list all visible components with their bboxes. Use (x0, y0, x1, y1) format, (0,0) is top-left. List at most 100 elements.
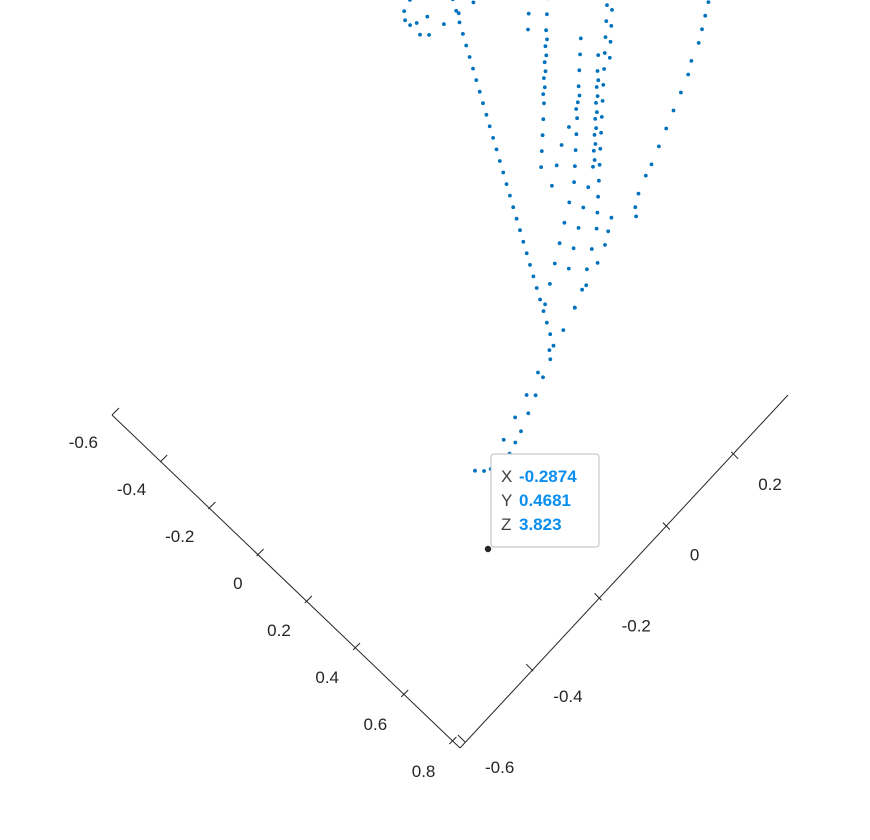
scatter-point[interactable] (607, 55, 612, 60)
scatter-point[interactable] (634, 214, 638, 219)
scatter-point[interactable] (454, 8, 459, 13)
scatter-point[interactable] (487, 124, 492, 129)
scatter-point[interactable] (442, 22, 446, 26)
scatter-point[interactable] (403, 18, 407, 23)
scatter-point[interactable] (544, 28, 548, 33)
scatter-point[interactable] (596, 194, 600, 199)
scatter-point[interactable] (679, 90, 683, 95)
scatter-point[interactable] (471, 66, 475, 71)
scatter-point[interactable] (577, 68, 582, 73)
scatter-point[interactable] (561, 328, 566, 332)
scatter-point[interactable] (425, 14, 430, 19)
scatter-point[interactable] (686, 72, 691, 77)
scatter-point[interactable] (548, 357, 553, 362)
scatter-point[interactable] (491, 136, 495, 140)
scatter-point[interactable] (539, 149, 544, 154)
scatter-point[interactable] (547, 348, 552, 352)
scatter-point[interactable] (548, 332, 553, 337)
scatter-point[interactable] (548, 282, 552, 286)
scatter-point[interactable] (477, 89, 482, 94)
scatter-point[interactable] (521, 239, 526, 244)
scatter-point[interactable] (501, 170, 506, 175)
scatter-point[interactable] (497, 159, 502, 163)
scatter-point[interactable] (464, 43, 469, 48)
scatter-point[interactable] (589, 247, 594, 251)
scatter-point[interactable] (534, 286, 539, 290)
scatter-point[interactable] (471, 0, 476, 5)
scatter-point[interactable] (451, 0, 455, 2)
scatter-point[interactable] (657, 144, 661, 149)
scatter-point[interactable] (542, 101, 546, 106)
scatter-point[interactable] (596, 78, 601, 83)
scatter-point[interactable] (467, 55, 472, 59)
scatter-point[interactable] (557, 241, 562, 246)
scatter-point[interactable] (573, 164, 577, 169)
scatter-point[interactable] (573, 148, 578, 153)
scatter-point[interactable] (526, 11, 531, 16)
scatter-point[interactable] (576, 226, 581, 230)
scatter-point[interactable] (610, 7, 614, 12)
datatip-anchor-marker[interactable] (484, 545, 492, 553)
scatter-point[interactable] (543, 69, 548, 74)
scatter-point[interactable] (541, 92, 546, 96)
scatter-point[interactable] (566, 266, 571, 271)
scatter-point[interactable] (593, 142, 598, 146)
scatter-point[interactable] (504, 182, 509, 187)
scatter-point[interactable] (456, 11, 461, 16)
scatter-point[interactable] (603, 35, 608, 39)
scatter-point[interactable] (689, 59, 694, 63)
scatter-point[interactable] (567, 200, 572, 205)
scatter-point[interactable] (540, 133, 545, 138)
scatter-point[interactable] (482, 469, 486, 473)
scatter-point[interactable] (597, 162, 602, 167)
datatip[interactable]: X -0.2874 Y 0.4681 Z 3.823 (484, 453, 600, 553)
scatter-point[interactable] (602, 67, 606, 71)
scatter-point[interactable] (595, 210, 600, 215)
scatter-point[interactable] (594, 101, 598, 105)
scatter-point[interactable] (576, 84, 581, 89)
scatter-point[interactable] (664, 126, 669, 131)
scatter-point[interactable] (595, 94, 600, 98)
scatter-point[interactable] (408, 23, 412, 27)
scatter-point[interactable] (578, 52, 582, 57)
scatter-point[interactable] (575, 116, 579, 121)
scatter-point[interactable] (526, 411, 531, 416)
scatter-point[interactable] (473, 468, 477, 473)
scatter-point[interactable] (457, 20, 462, 25)
scatter-point[interactable] (585, 267, 589, 272)
scatter-point[interactable] (550, 183, 554, 188)
scatter-point[interactable] (572, 305, 577, 310)
scatter-point[interactable] (633, 205, 638, 210)
scatter-point[interactable] (609, 24, 614, 28)
scatter-point[interactable] (526, 27, 530, 32)
scatter-point[interactable] (671, 108, 676, 113)
scatter-point[interactable] (603, 243, 607, 247)
scatter-point[interactable] (594, 126, 598, 130)
scatter-point[interactable] (543, 44, 548, 49)
scatter-point[interactable] (542, 60, 547, 65)
scatter-point[interactable] (643, 173, 648, 178)
scatter-point[interactable] (541, 375, 545, 380)
scatter-point[interactable] (649, 162, 654, 167)
scatter-point[interactable] (593, 117, 598, 121)
scatter-point[interactable] (703, 13, 708, 18)
scatter-point[interactable] (606, 229, 611, 234)
scatter-point[interactable] (608, 39, 613, 44)
scatter-point[interactable] (574, 132, 579, 137)
scatter-point[interactable] (575, 100, 580, 105)
scatter-point[interactable] (592, 158, 597, 162)
scatter-point[interactable] (594, 226, 599, 231)
scatter-points[interactable] (402, 0, 713, 473)
scatter-point[interactable] (584, 283, 589, 288)
scatter-point[interactable] (595, 110, 599, 114)
scatter-point[interactable] (501, 437, 506, 442)
scatter-point[interactable] (567, 125, 571, 129)
scatter-point[interactable] (586, 185, 591, 190)
scatter-point[interactable] (572, 180, 576, 185)
scatter-point[interactable] (533, 393, 538, 398)
scatter-point[interactable] (461, 32, 465, 36)
scatter-point[interactable] (543, 302, 547, 307)
scatter-point[interactable] (554, 163, 559, 168)
scatter-point[interactable] (604, 19, 609, 23)
